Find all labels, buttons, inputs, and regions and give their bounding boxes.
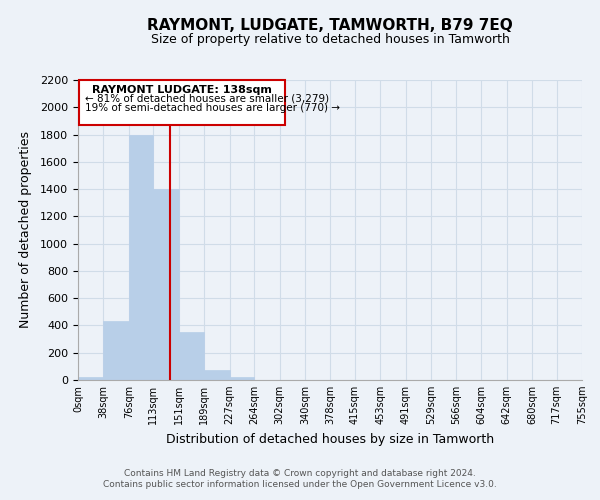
- Bar: [79, 80, 285, 125]
- X-axis label: Distribution of detached houses by size in Tamworth: Distribution of detached houses by size …: [166, 432, 494, 446]
- Bar: [78, 378, 103, 380]
- Bar: [154, 189, 179, 380]
- Text: RAYMONT, LUDGATE, TAMWORTH, B79 7EQ: RAYMONT, LUDGATE, TAMWORTH, B79 7EQ: [147, 18, 513, 32]
- Text: Contains public sector information licensed under the Open Government Licence v3: Contains public sector information licen…: [103, 480, 497, 489]
- Y-axis label: Number of detached properties: Number of detached properties: [19, 132, 32, 328]
- Text: Size of property relative to detached houses in Tamworth: Size of property relative to detached ho…: [151, 32, 509, 46]
- Text: Contains HM Land Registry data © Crown copyright and database right 2024.: Contains HM Land Registry data © Crown c…: [124, 468, 476, 477]
- Text: RAYMONT LUDGATE: 138sqm: RAYMONT LUDGATE: 138sqm: [92, 85, 272, 95]
- Text: 19% of semi-detached houses are larger (770) →: 19% of semi-detached houses are larger (…: [85, 103, 340, 113]
- Bar: [204, 370, 230, 380]
- Bar: [179, 332, 204, 380]
- Bar: [129, 134, 154, 380]
- Bar: [103, 322, 129, 380]
- Bar: [230, 376, 254, 380]
- Text: ← 81% of detached houses are smaller (3,279): ← 81% of detached houses are smaller (3,…: [85, 94, 329, 104]
